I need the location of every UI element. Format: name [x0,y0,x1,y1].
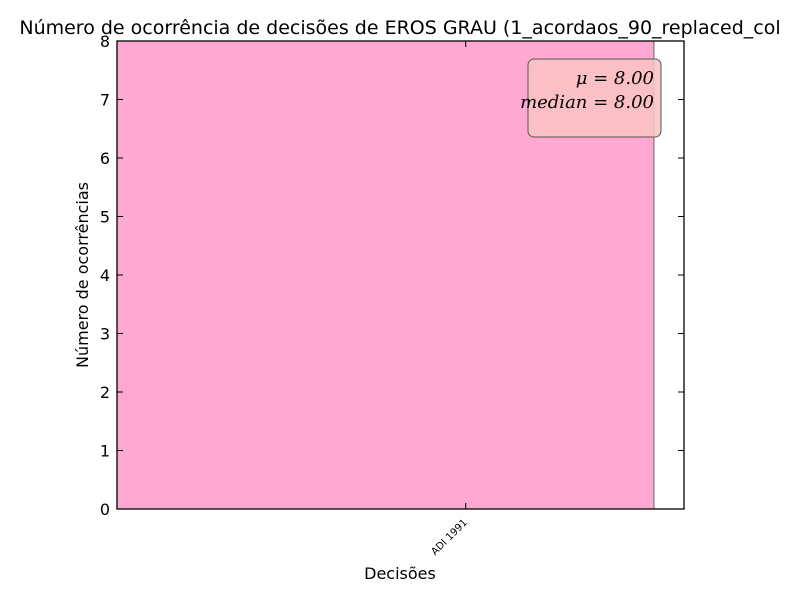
stats-median: median = 8.00 [520,92,654,113]
y-tick-label: 4 [100,266,110,285]
x-axis-label: Decisões [364,564,436,583]
y-tick-label: 5 [100,208,110,227]
stats-mean: μ = 8.00 [576,68,654,89]
y-tick-label: 8 [100,32,110,51]
stats-box: μ = 8.00 median = 8.00 [520,58,662,138]
y-tick-label: 2 [100,383,110,402]
y-tick-label: 7 [100,91,110,110]
y-tick-label: 0 [100,500,110,519]
chart-title: Número de ocorrência de decisões de EROS… [19,17,780,39]
y-axis-label: Número de ocorrências [73,182,92,368]
x-tick-label: ADI 1991 [429,517,469,557]
y-tick-label: 1 [100,442,110,461]
stats-box-background [527,58,662,138]
y-tick-label: 6 [100,149,110,168]
y-tick-label: 3 [100,325,110,344]
